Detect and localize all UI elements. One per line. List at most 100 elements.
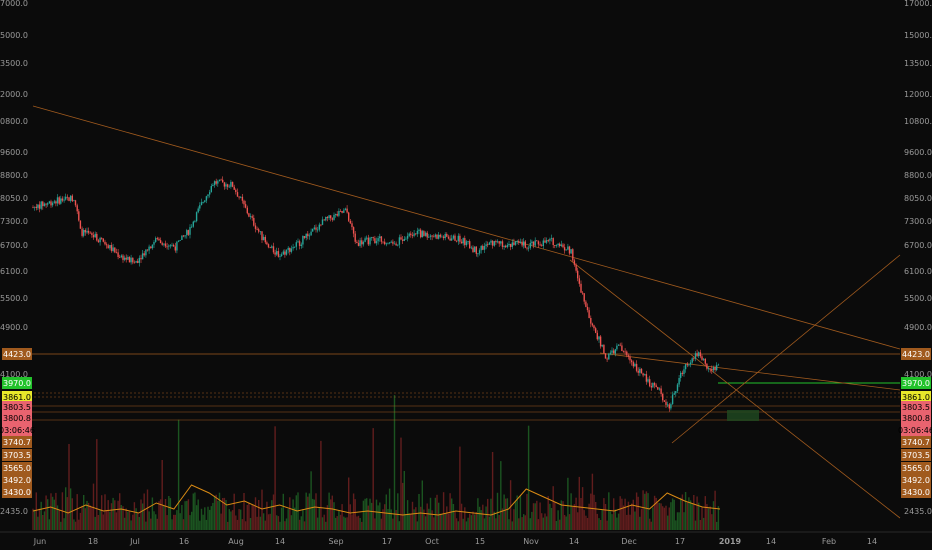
candle-body (542, 240, 544, 246)
candle-body (680, 372, 682, 378)
candle-body (197, 208, 199, 213)
candle-body (527, 247, 530, 249)
candle-body (380, 236, 383, 242)
candle-body (47, 203, 49, 205)
candle-body (313, 227, 315, 229)
volume-bar (331, 495, 333, 530)
candle-body (434, 234, 437, 237)
volume-bar (649, 518, 651, 530)
candle-body (138, 257, 140, 263)
candle-body (184, 235, 186, 237)
price-tag-right (901, 391, 931, 403)
candle-body (657, 387, 659, 390)
candle-body (382, 241, 384, 243)
candle-body (565, 249, 567, 251)
price-tag-label-left: 3703.5 (3, 451, 31, 460)
candle-body (141, 253, 144, 260)
candle-body (603, 344, 605, 354)
volume-bar (303, 521, 306, 530)
volume-bar (452, 504, 455, 530)
volume-bar (163, 505, 165, 530)
candle-body (498, 241, 500, 244)
volume-bar (33, 509, 36, 530)
candle-body (423, 231, 425, 236)
candle-body (173, 244, 175, 247)
volume-bar (287, 509, 289, 530)
volume-bar (567, 477, 569, 530)
candle-body (223, 182, 226, 187)
volume-bar (621, 498, 623, 530)
volume-bar (585, 515, 587, 530)
volume-bar (228, 509, 230, 530)
candle-body (652, 383, 654, 388)
volume-bar (87, 502, 90, 530)
y-tick-label-left: 4900.0 (0, 323, 28, 332)
volume-bar (246, 504, 248, 530)
volume-bar (150, 518, 152, 530)
candle-body (385, 243, 387, 245)
candle-body (236, 192, 239, 197)
volume-bar (519, 495, 522, 530)
volume-bar (328, 492, 330, 530)
volume-bar (195, 505, 198, 530)
candle-body (182, 235, 185, 237)
volume-bar (364, 498, 366, 530)
volume-bar (622, 505, 625, 530)
candle-body (58, 197, 60, 204)
y-tick-label-right: 13500.0 (904, 59, 932, 68)
candle-body (418, 229, 420, 231)
volume-bar (83, 495, 85, 530)
x-tick-label: 18 (88, 537, 98, 546)
volume-bar (689, 500, 692, 530)
candle-body (369, 237, 371, 245)
volume-bar (591, 473, 594, 530)
candle-body (513, 242, 515, 245)
candle-body (241, 196, 244, 201)
volume-bar (614, 509, 616, 530)
candle-body (532, 241, 535, 246)
price-tag-left (2, 474, 32, 486)
candle-body (249, 216, 252, 217)
volume-bar (51, 496, 54, 530)
volume-bar (424, 516, 427, 530)
volume-bar (341, 504, 343, 530)
price-tag-label-right: 3492.0 (902, 476, 930, 485)
volume-bar (565, 516, 567, 530)
candle-body (123, 257, 126, 260)
price-tag-right (901, 412, 931, 424)
volume-bar (123, 517, 126, 530)
candle-body (122, 255, 124, 260)
candle-body (428, 236, 430, 238)
candle-body (577, 270, 579, 279)
candle-body (320, 224, 322, 226)
volume-bar (65, 487, 67, 530)
candle-body (81, 228, 83, 236)
candle-body (557, 243, 559, 246)
candle-body (518, 241, 520, 243)
candle-body (613, 350, 615, 354)
volume-bar (55, 492, 57, 530)
volume-bar (583, 510, 585, 530)
volume-bar (225, 500, 227, 530)
candle-body (323, 219, 325, 221)
volume-bar (598, 518, 600, 530)
volume-bar (521, 517, 523, 530)
volume-bar (236, 519, 239, 530)
volume-bar (549, 503, 551, 530)
candle-body (156, 238, 158, 239)
candle-body (491, 240, 494, 246)
volume-bar (143, 493, 145, 530)
candle-body (424, 232, 427, 236)
candle-body (163, 243, 165, 245)
candle-body (465, 241, 468, 246)
candle-body (653, 383, 656, 386)
candle-body (451, 238, 453, 241)
volume-bar (680, 497, 682, 530)
volume-bar (495, 518, 497, 530)
candle-body (115, 252, 118, 254)
candle-body (681, 372, 684, 374)
volume-bar (125, 508, 127, 530)
candle-body (259, 231, 262, 233)
